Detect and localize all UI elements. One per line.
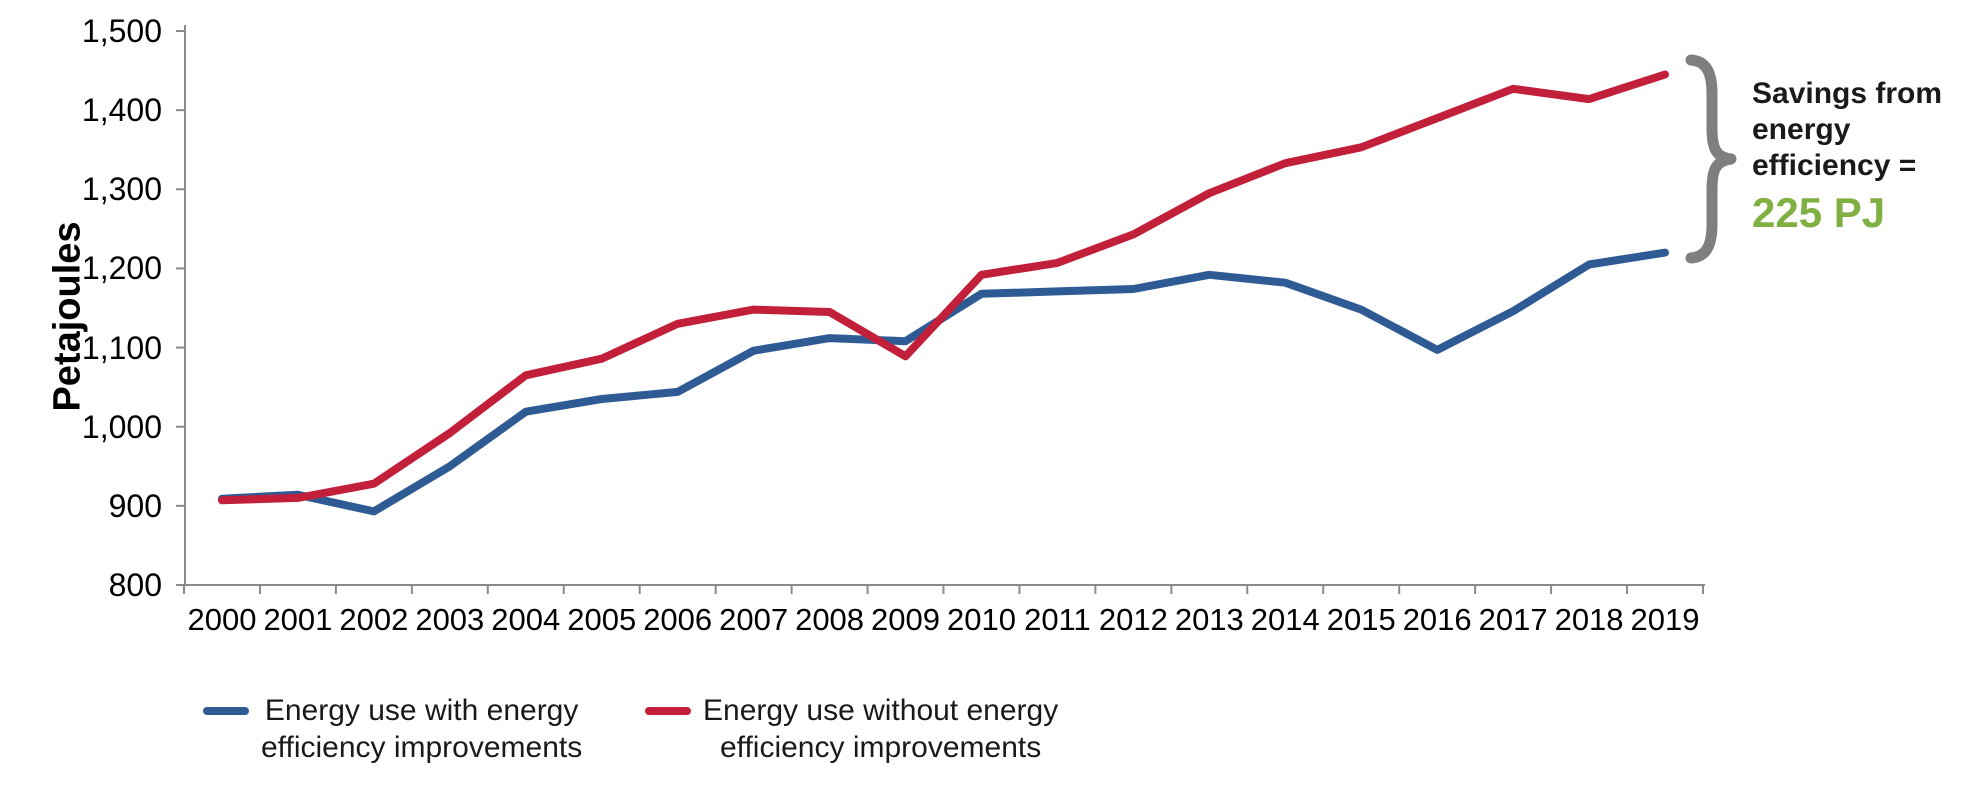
x-tick-label: 2000: [187, 602, 257, 637]
y-tick-label: 1,500: [81, 13, 162, 49]
x-tick-label: 2014: [1250, 602, 1320, 637]
annotation-text-line: energy: [1752, 113, 1851, 146]
x-tick-label: 2005: [567, 602, 637, 637]
x-tick-label: 2019: [1630, 602, 1700, 637]
series-line-without-efficiency: [218, 70, 1669, 505]
y-tick-label: 1,400: [81, 92, 162, 129]
x-tick-label: 2003: [415, 602, 485, 637]
y-tick-label: 1,000: [81, 408, 162, 445]
x-tick-label: 2002: [339, 602, 409, 637]
series-line-with-efficiency: [218, 248, 1669, 516]
y-axis-title: Petajoules: [46, 221, 89, 412]
x-tick-label: 2001: [263, 602, 333, 637]
y-tick-label: 800: [108, 567, 162, 603]
series-lines: [218, 70, 1669, 516]
x-tick-label: 2006: [643, 602, 713, 637]
x-tick-label: 2007: [719, 602, 789, 637]
x-tick-label: 2011: [1024, 602, 1091, 637]
x-tick-label: 2018: [1554, 602, 1624, 637]
x-tick-label: 2013: [1174, 602, 1244, 637]
y-tick-label: 900: [108, 487, 162, 524]
x-tick-label: 2009: [871, 602, 940, 637]
x-tick-label: 2017: [1478, 602, 1548, 637]
x-tick-label: 2010: [946, 602, 1016, 637]
y-tick-label: 1,100: [81, 329, 162, 366]
x-tick-label: 2016: [1402, 602, 1472, 637]
x-tick-label: 2004: [491, 602, 561, 637]
savings-annotation: Savings from energy efficiency = 225 PJ: [1752, 76, 1967, 236]
y-tick-label: 1,200: [81, 250, 162, 287]
x-tick-label: 2008: [795, 602, 865, 637]
annotation-savings-value: 225 PJ: [1752, 189, 1886, 236]
savings-brace: [1685, 54, 1737, 264]
y-tick-label: 1,300: [81, 171, 162, 208]
axes: [176, 25, 1705, 594]
annotation-text-line: efficiency =: [1752, 149, 1917, 182]
annotation-text-line: Savings from: [1752, 77, 1943, 110]
x-tick-label: 2012: [1098, 602, 1168, 637]
x-tick-label: 2015: [1326, 602, 1396, 637]
